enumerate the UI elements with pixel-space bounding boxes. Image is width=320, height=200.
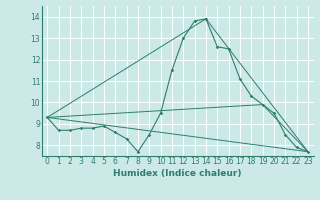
X-axis label: Humidex (Indice chaleur): Humidex (Indice chaleur) [113, 169, 242, 178]
